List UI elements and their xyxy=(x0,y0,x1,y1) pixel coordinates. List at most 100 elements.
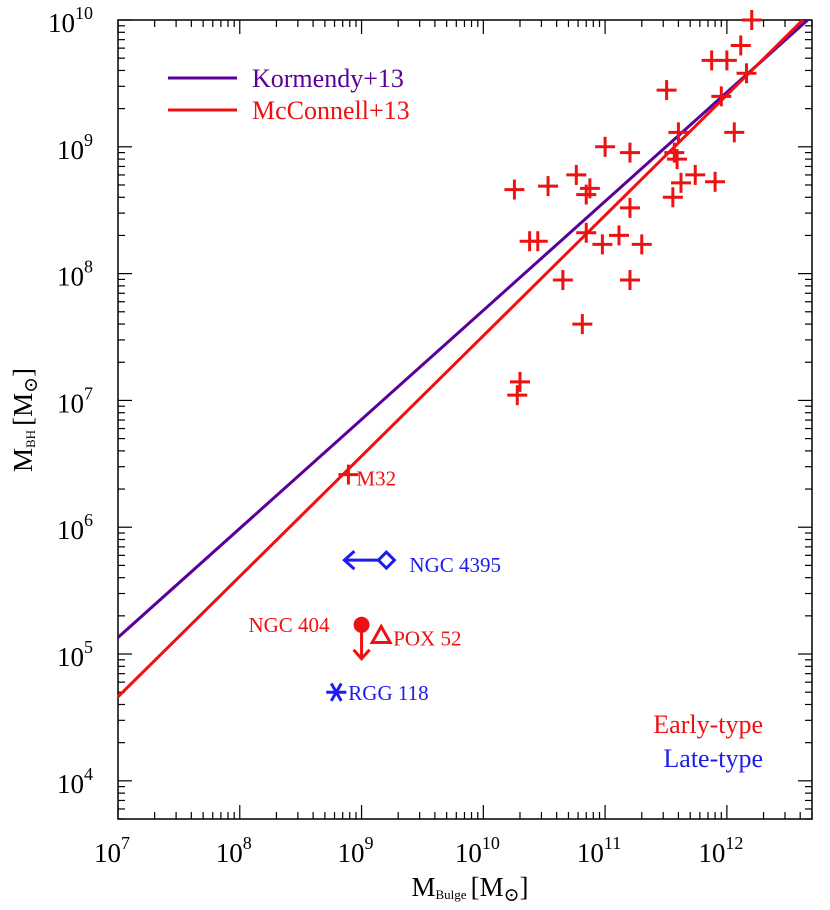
x-tick-label: 1011 xyxy=(577,833,621,868)
x-tick-label-exp: 7 xyxy=(121,833,130,853)
y-tick-label: 109 xyxy=(57,130,93,165)
plus-marker xyxy=(656,80,677,101)
y-tick-label-exp: 8 xyxy=(84,257,93,277)
annotation-pox-52: POX 52 xyxy=(393,626,461,650)
x-tick-label-base: 10 xyxy=(698,838,725,868)
y-tick-label-exp: 10 xyxy=(75,3,93,23)
y-tick-label-base: 10 xyxy=(57,515,84,545)
legend: Kormendy+13 McConnell+13 xyxy=(168,64,410,125)
plus-marker xyxy=(619,270,640,291)
x-tick-label: 108 xyxy=(216,833,252,868)
plus-marker xyxy=(619,142,640,163)
y-tick-label-base: 10 xyxy=(48,8,75,38)
y-tick-label: 1010 xyxy=(48,3,93,38)
plus-marker xyxy=(579,178,600,199)
plus-marker xyxy=(741,10,762,30)
plus-marker xyxy=(685,164,706,185)
type-label-late: Late-type xyxy=(663,744,763,773)
data-markers xyxy=(326,10,762,702)
asterisk-stroke xyxy=(329,682,343,702)
y-tick-label: 105 xyxy=(57,637,93,672)
x-tick-label-exp: 11 xyxy=(604,833,621,853)
y-tick-label-exp: 4 xyxy=(84,764,93,784)
plus-marker xyxy=(504,179,525,200)
plus-marker xyxy=(527,231,548,252)
legend-label-mcconnell: McConnell+13 xyxy=(252,96,410,125)
annotation-ngc-404: NGC 404 xyxy=(248,613,330,637)
plus-marker xyxy=(671,172,692,193)
plus-marker xyxy=(338,464,359,485)
plus-marker xyxy=(716,50,737,71)
y-tick-label-base: 10 xyxy=(57,135,84,165)
plus-marker xyxy=(566,164,587,185)
plus-marker xyxy=(509,371,530,392)
plus-marker xyxy=(595,136,616,157)
x-tick-label-base: 10 xyxy=(94,838,121,868)
kormendy-line xyxy=(116,18,809,639)
plot-frame xyxy=(117,19,813,820)
plus-marker xyxy=(631,234,652,255)
x-tick-label-base: 10 xyxy=(338,838,365,868)
plus-marker xyxy=(662,187,683,208)
y-tick-label-base: 10 xyxy=(57,388,84,418)
diamond-marker xyxy=(376,550,397,571)
y-tick-label: 106 xyxy=(57,510,93,545)
upper-limit-arrow-head xyxy=(352,648,371,662)
plus-marker xyxy=(736,63,757,84)
y-tick-label-base: 10 xyxy=(57,642,84,672)
plus-marker xyxy=(552,270,573,291)
mcconnell-line xyxy=(116,18,804,698)
asterisk-marker xyxy=(326,682,347,702)
y-tick-label-base: 10 xyxy=(57,262,84,292)
plus-marker xyxy=(667,149,688,170)
plus-marker xyxy=(608,225,629,246)
y-tick-label: 107 xyxy=(57,383,93,418)
annotation-labels: M32 NGC 4395 NGC 404 POX 52 RGG 118 xyxy=(248,467,501,706)
x-tick-label: 1012 xyxy=(698,833,743,868)
x-tick-label: 109 xyxy=(338,833,374,868)
x-tick-label: 107 xyxy=(94,833,130,868)
y-tick-label-base: 10 xyxy=(57,769,84,799)
plus-marker xyxy=(668,122,689,143)
x-tick-label: 1010 xyxy=(455,833,500,868)
x-tick-label-exp: 9 xyxy=(365,833,374,853)
annotation-rgg-118: RGG 118 xyxy=(348,681,428,705)
plus-marker xyxy=(592,234,613,255)
plus-marker xyxy=(619,197,640,218)
x-tick-label-exp: 10 xyxy=(482,833,500,853)
type-label-early: Early-type xyxy=(653,710,763,739)
y-tick-label-exp: 9 xyxy=(84,130,93,150)
plus-marker xyxy=(572,314,593,335)
x-tick-label-base: 10 xyxy=(216,838,243,868)
axis-ticks xyxy=(117,19,813,820)
x-tick-label-exp: 8 xyxy=(243,833,252,853)
x-axis-label: MBulge [M⊙] xyxy=(412,872,529,906)
y-tick-label-exp: 7 xyxy=(84,383,93,403)
y-tick-label: 104 xyxy=(57,764,93,799)
legend-label-kormendy: Kormendy+13 xyxy=(252,64,404,93)
y-tick-label-exp: 6 xyxy=(84,510,93,530)
triangle-marker xyxy=(369,623,393,644)
plus-marker xyxy=(724,122,745,143)
annotation-m32: M32 xyxy=(356,467,396,491)
annotation-ngc-4395: NGC 4395 xyxy=(409,553,501,577)
plus-marker xyxy=(538,176,559,197)
y-axis-label: MBH[M⊙] xyxy=(8,368,42,472)
relation-lines xyxy=(116,18,809,698)
y-tick-label-exp: 5 xyxy=(84,637,93,657)
x-tick-label-base: 10 xyxy=(455,838,482,868)
x-tick-label-exp: 12 xyxy=(725,833,743,853)
x-tick-labels: 107 108 109 1010 1011 1012 xyxy=(94,833,743,868)
plus-marker xyxy=(705,171,726,192)
plus-marker xyxy=(730,35,751,56)
ngc4395-marker xyxy=(342,550,397,571)
upper-limit-arrow-head xyxy=(342,550,356,571)
ngc404-marker xyxy=(352,616,371,662)
plus-marker xyxy=(711,86,732,107)
x-tick-label-base: 10 xyxy=(577,838,604,868)
plus-marker xyxy=(576,222,597,243)
plus-marker xyxy=(507,385,528,406)
y-tick-label: 108 xyxy=(57,257,93,292)
